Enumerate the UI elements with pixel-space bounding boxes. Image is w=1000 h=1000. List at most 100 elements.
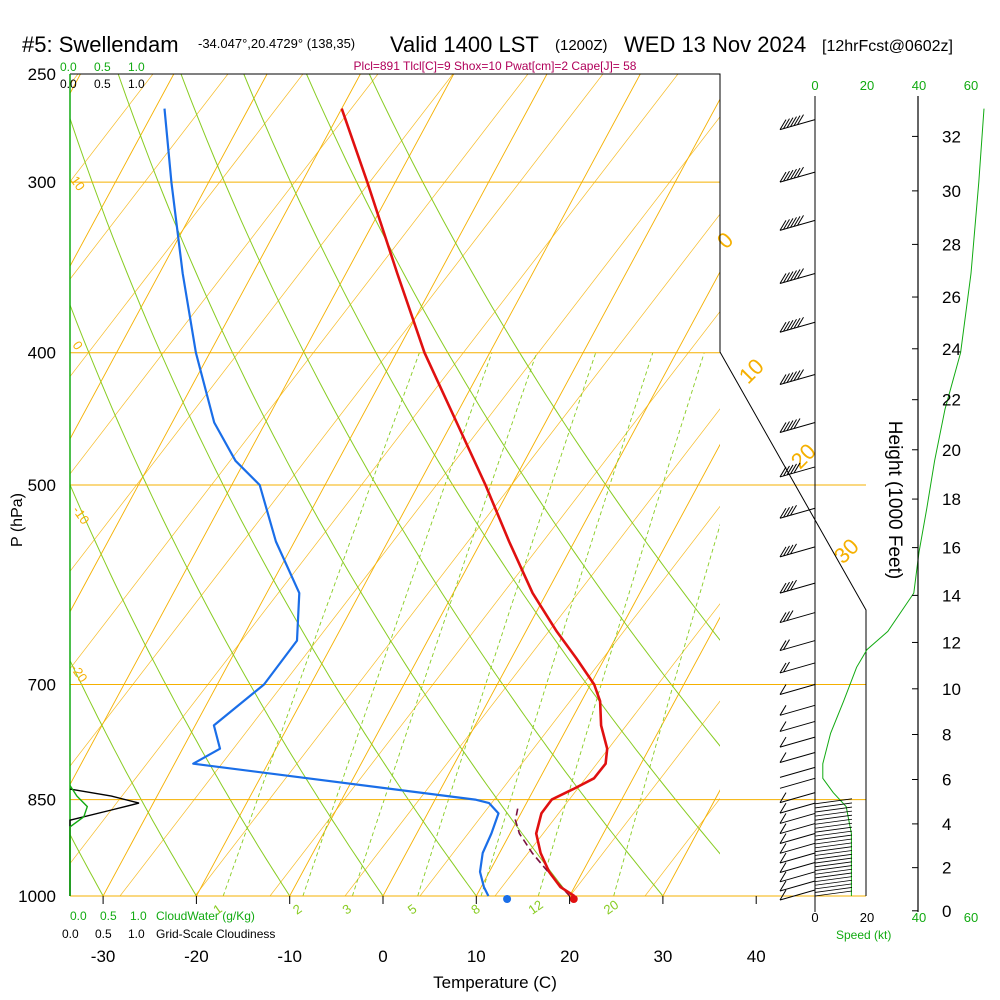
wind-barb-flag xyxy=(793,167,801,179)
height-tick-label: 6 xyxy=(942,771,951,790)
height-tick-label: 8 xyxy=(942,725,951,744)
wind-hatch xyxy=(814,887,853,893)
wind-barb-flag xyxy=(790,543,797,555)
wind-barb-flag xyxy=(783,465,790,477)
cloudwater-scale-0: 0.0 xyxy=(70,909,87,923)
wind-barb xyxy=(779,639,816,652)
temperature-tick-label: 20 xyxy=(560,947,579,966)
cloudwater-label: CloudWater (g/Kg) xyxy=(156,909,255,923)
wind-barb-staff xyxy=(779,812,816,824)
wind-barb-flag xyxy=(793,216,801,227)
wind-barb xyxy=(779,610,816,624)
wind-barb-flag xyxy=(790,463,797,475)
wind-barb-flag xyxy=(779,684,787,695)
wind-hatch xyxy=(814,814,853,821)
wind-hatch xyxy=(814,806,853,813)
pressure-tick-label: 700 xyxy=(28,676,56,695)
cloudiness-label: Grid-Scale Cloudiness xyxy=(156,927,275,941)
wind-barb xyxy=(779,684,816,695)
wind-hatch xyxy=(814,883,853,890)
wind-hatch xyxy=(814,876,853,882)
zulu-time: (1200Z) xyxy=(555,37,608,54)
dry-adiabat xyxy=(368,74,720,641)
wind-barb-flag xyxy=(779,852,787,864)
height-tick-label: 16 xyxy=(942,539,961,558)
wind-barb xyxy=(779,812,816,824)
mixing-ratio-label: 5 xyxy=(405,901,420,917)
wind-barb-flag xyxy=(797,369,804,380)
wind-barb-flag xyxy=(779,813,787,824)
wind-barb-staff xyxy=(779,861,816,873)
wind-hatch xyxy=(814,838,853,845)
wind-barb-flag xyxy=(779,466,787,478)
isotherm-label: -20 xyxy=(68,661,91,685)
wind-barb-staff xyxy=(779,889,816,901)
wind-barb-flag xyxy=(779,220,787,231)
wind-speed-label: Speed (kt) xyxy=(836,928,891,942)
wind-hatch xyxy=(814,810,853,817)
wind-hatch xyxy=(814,879,853,886)
wind-barb-flag xyxy=(779,582,787,594)
height-tick-label: 2 xyxy=(942,859,951,878)
wind-barb xyxy=(779,215,816,231)
wind-barb-flag xyxy=(790,504,797,516)
x-axis-title: Temperature (C) xyxy=(433,973,557,992)
station-coords: -34.047°,20.4729° (138,35) xyxy=(198,36,355,51)
surface-temperature-dot xyxy=(569,895,578,903)
forecast-run: [12hrFcst@0602z] xyxy=(822,38,953,55)
wind-barb-staff xyxy=(779,842,816,854)
wind-barb-flag xyxy=(783,581,790,593)
cloudiness-scale-05: 0.5 xyxy=(95,927,112,941)
wind-barb-flag xyxy=(779,752,787,763)
wind-barb-staff xyxy=(779,766,816,778)
wind-barb-flag xyxy=(779,662,787,674)
temperature-tick-label: 10 xyxy=(467,947,486,966)
isotherm-label: 0 xyxy=(712,227,738,253)
wind-barb-flag xyxy=(786,580,794,592)
cloudwater-scale-top-05: 0.5 xyxy=(94,60,111,74)
cloudiness-trace xyxy=(69,788,140,896)
wind-barb xyxy=(779,852,816,864)
height-tick-label: 26 xyxy=(942,288,961,307)
wind-barb-staff xyxy=(779,751,816,763)
wind-barb xyxy=(779,369,816,385)
wind-barb-flag xyxy=(783,170,790,182)
wind-barb-staff xyxy=(779,582,816,594)
temperature-tick-label: 40 xyxy=(747,947,766,966)
isotherm-line xyxy=(70,74,268,440)
temperature-tick-label: -20 xyxy=(184,947,209,966)
wind-barb xyxy=(779,792,816,804)
wind-barb-flag xyxy=(779,880,787,892)
pressure-tick-label: 300 xyxy=(28,173,56,192)
wind-barb-flag xyxy=(797,317,804,328)
dry-adiabat xyxy=(117,74,571,896)
mixing-ratio-label: 3 xyxy=(339,901,354,917)
wind-speed-tick-top: 40 xyxy=(912,78,926,93)
dry-adiabat xyxy=(70,303,384,896)
wind-barb xyxy=(779,462,816,478)
isotherm-label: 0 xyxy=(70,338,86,353)
wind-barb-flag xyxy=(779,171,787,183)
cloudwater-scale-top-0: 0.0 xyxy=(60,60,77,74)
wind-barb-flag xyxy=(779,889,787,901)
wind-barb xyxy=(779,317,816,333)
wind-barb xyxy=(779,777,816,789)
isotherm-label: 10 xyxy=(734,354,769,389)
wind-barb-flag xyxy=(779,322,787,333)
wind-speed-tick-top: 0 xyxy=(811,78,818,93)
dry-adiabat xyxy=(70,483,291,896)
wind-barb-flag xyxy=(779,273,787,284)
wind-barb-flag xyxy=(790,217,797,228)
wind-barb-staff xyxy=(779,684,816,695)
wind-barb xyxy=(779,704,816,716)
wind-barb-flag xyxy=(779,736,787,748)
wind-barb xyxy=(779,166,816,183)
wind-barb-staff xyxy=(779,546,816,558)
wind-barb-flag xyxy=(779,705,787,716)
height-tick-label: 22 xyxy=(942,391,961,410)
wind-barb-staff xyxy=(779,704,816,716)
wind-barb-flag xyxy=(797,268,804,279)
height-tick-label: 28 xyxy=(942,235,961,254)
sounding-profiles xyxy=(69,108,609,903)
wind-barb-staff xyxy=(779,662,816,674)
